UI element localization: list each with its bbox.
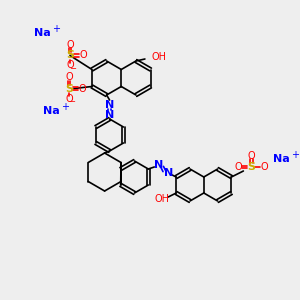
Text: N: N [105, 110, 114, 120]
Text: O: O [79, 50, 87, 61]
Text: N: N [105, 100, 114, 110]
Text: N: N [154, 160, 163, 170]
Text: Na: Na [34, 28, 50, 38]
Text: +: + [291, 150, 299, 160]
Text: OH: OH [155, 194, 170, 204]
Text: −: − [70, 64, 76, 73]
Text: O: O [78, 83, 86, 94]
Text: OH: OH [152, 52, 167, 62]
Text: N: N [164, 168, 173, 178]
Text: S: S [66, 50, 74, 61]
Text: −: − [68, 97, 76, 106]
Text: O: O [65, 73, 73, 82]
Text: S: S [247, 162, 255, 172]
Text: O: O [248, 151, 255, 161]
Text: +: + [52, 25, 60, 34]
Text: O: O [235, 162, 242, 172]
Text: O: O [65, 94, 73, 103]
Text: S: S [65, 83, 73, 94]
Text: O: O [66, 40, 74, 50]
Text: +: + [61, 101, 69, 112]
Text: O: O [260, 162, 268, 172]
Text: Na: Na [43, 106, 59, 116]
Text: Na: Na [273, 154, 290, 164]
Text: O: O [66, 61, 74, 70]
